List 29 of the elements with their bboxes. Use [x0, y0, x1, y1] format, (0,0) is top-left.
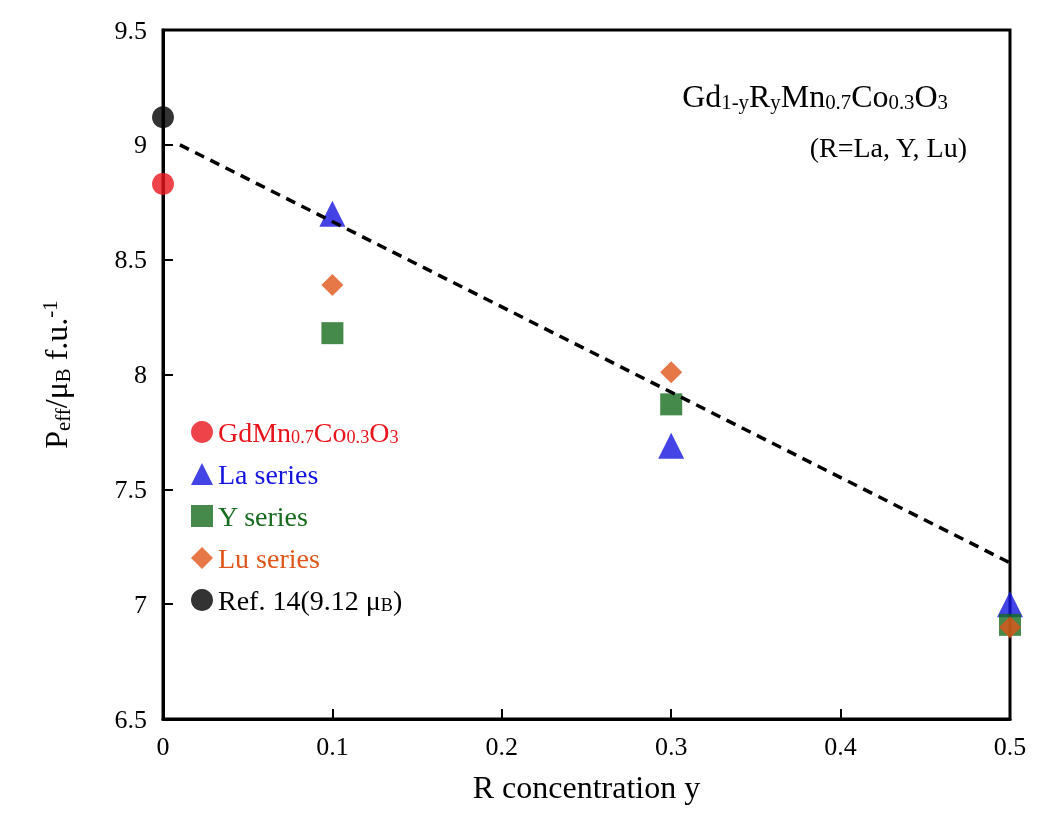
- x-tick-label: 0.2: [485, 731, 519, 761]
- legend-label: GdMn0.7Co0.3O3: [218, 416, 399, 448]
- y-tick-label: 8: [134, 360, 147, 389]
- legend-label: La series: [218, 458, 319, 490]
- chart-title: Gd1-yRyMn0.7Co0.3O3: [682, 78, 949, 114]
- legend-label: Ref. 14(9.12 μB): [218, 584, 403, 616]
- x-axis-title: R concentration y: [472, 769, 701, 805]
- x-tick-label: 0.4: [824, 731, 857, 761]
- point: [660, 393, 683, 416]
- y-tick-label: 9.5: [114, 15, 147, 45]
- point: [660, 361, 683, 384]
- point: [152, 172, 174, 195]
- x-tick-label: 0.5: [993, 731, 1027, 761]
- point: [321, 322, 344, 345]
- point: [658, 432, 685, 459]
- y-axis-title: Peff/μB f.u.-1: [38, 300, 75, 449]
- x-tick-label: 0: [156, 731, 170, 761]
- x-tick-label: 0.1: [316, 731, 349, 761]
- point: [321, 273, 344, 296]
- annotation: (R=La, Y, Lu): [809, 131, 967, 163]
- x-tick-label: 0.3: [654, 731, 688, 761]
- y-tick-label: 7: [134, 589, 147, 619]
- legend-label: Lu series: [218, 542, 320, 574]
- y-tick-label: 7.5: [114, 474, 147, 504]
- legend-label: Y series: [218, 500, 308, 532]
- point: [152, 106, 174, 129]
- y-tick-label: 8.5: [114, 245, 147, 275]
- y-tick-label: 9: [134, 130, 147, 160]
- y-tick-label: 6.5: [114, 704, 147, 734]
